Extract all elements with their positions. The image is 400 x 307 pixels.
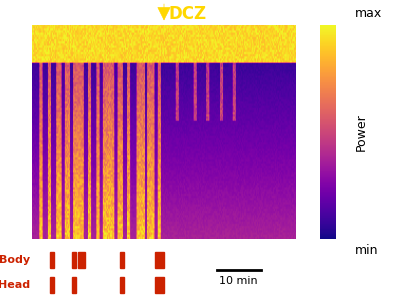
Text: Head: Head [0,280,30,290]
Text: Body: Body [0,255,30,265]
Text: DCZ: DCZ [168,5,206,22]
Text: Power: Power [355,113,368,151]
Bar [155,252,164,268]
Bar [120,277,124,293]
Bar [50,277,54,293]
Bar [120,252,124,268]
Bar [50,252,54,268]
Text: 10 min: 10 min [220,276,258,286]
Bar [78,252,85,268]
Text: max: max [355,7,382,20]
Bar [72,277,76,293]
Text: min: min [355,244,379,257]
Bar [72,252,76,268]
Bar [155,277,164,293]
